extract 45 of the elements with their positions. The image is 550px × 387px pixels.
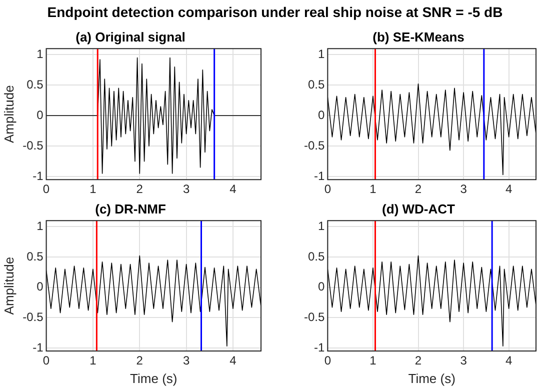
- x-tick-label: 3: [460, 354, 468, 368]
- x-tick-label: 4: [505, 182, 512, 196]
- x-tick-label: 1: [370, 182, 377, 196]
- x-tick-label: 2: [414, 354, 422, 368]
- chart-title: (c) DR-NMF: [95, 201, 166, 216]
- y-tick-label: 1: [36, 47, 44, 62]
- y-tick-label: 1: [318, 47, 325, 62]
- y-tick-label: -1: [32, 168, 44, 183]
- x-tick-label: 4: [230, 182, 237, 196]
- chart-title: (b) SE-KMeans: [372, 29, 464, 44]
- y-tick-label: 0: [36, 108, 44, 122]
- chart-title: (a) Original signal: [76, 29, 186, 44]
- y-tick-label: 0: [318, 108, 325, 122]
- y-tick-label: 0.5: [308, 249, 325, 264]
- y-tick-label: 0: [36, 280, 44, 294]
- y-tick-label: -0.5: [304, 310, 325, 324]
- x-tick-label: 4: [230, 354, 237, 368]
- y-tick-label: -0.5: [22, 138, 44, 152]
- y-tick-label: 0.5: [26, 77, 44, 92]
- x-tick-label: 1: [90, 182, 97, 196]
- y-axis-title: Amplitude: [1, 256, 16, 315]
- y-axis-title: Amplitude: [1, 85, 16, 144]
- x-tick-label: 3: [182, 182, 190, 196]
- x-tick-label: 2: [414, 182, 422, 196]
- x-axis-title: Time (s): [130, 370, 178, 386]
- text: Endpoint detection comparison under real ship noise at SNR = -5 dB: [46, 4, 504, 20]
- x-tick-label: 2: [136, 354, 144, 368]
- x-tick-label: 3: [182, 354, 190, 368]
- y-tick-label: 0.5: [26, 249, 44, 264]
- x-tick-label: 3: [460, 182, 468, 196]
- y-tick-label: -1: [314, 340, 325, 354]
- y-tick-label: -1: [32, 340, 44, 354]
- x-axis-title: Time (s): [408, 370, 456, 386]
- y-tick-label: -0.5: [22, 310, 44, 324]
- y-tick-label: 1: [318, 218, 325, 233]
- y-tick-label: 0: [318, 280, 325, 294]
- x-tick-label: 2: [136, 182, 144, 196]
- y-tick-label: 0.5: [308, 77, 325, 92]
- chart-title: (d) WD-ACT: [382, 201, 456, 216]
- x-tick-label: 4: [505, 354, 512, 368]
- x-tick-label: 1: [370, 354, 377, 368]
- y-tick-label: 1: [36, 218, 44, 233]
- y-tick-label: -0.5: [304, 138, 325, 152]
- x-tick-label: 1: [90, 354, 97, 368]
- y-tick-label: -1: [314, 168, 325, 183]
